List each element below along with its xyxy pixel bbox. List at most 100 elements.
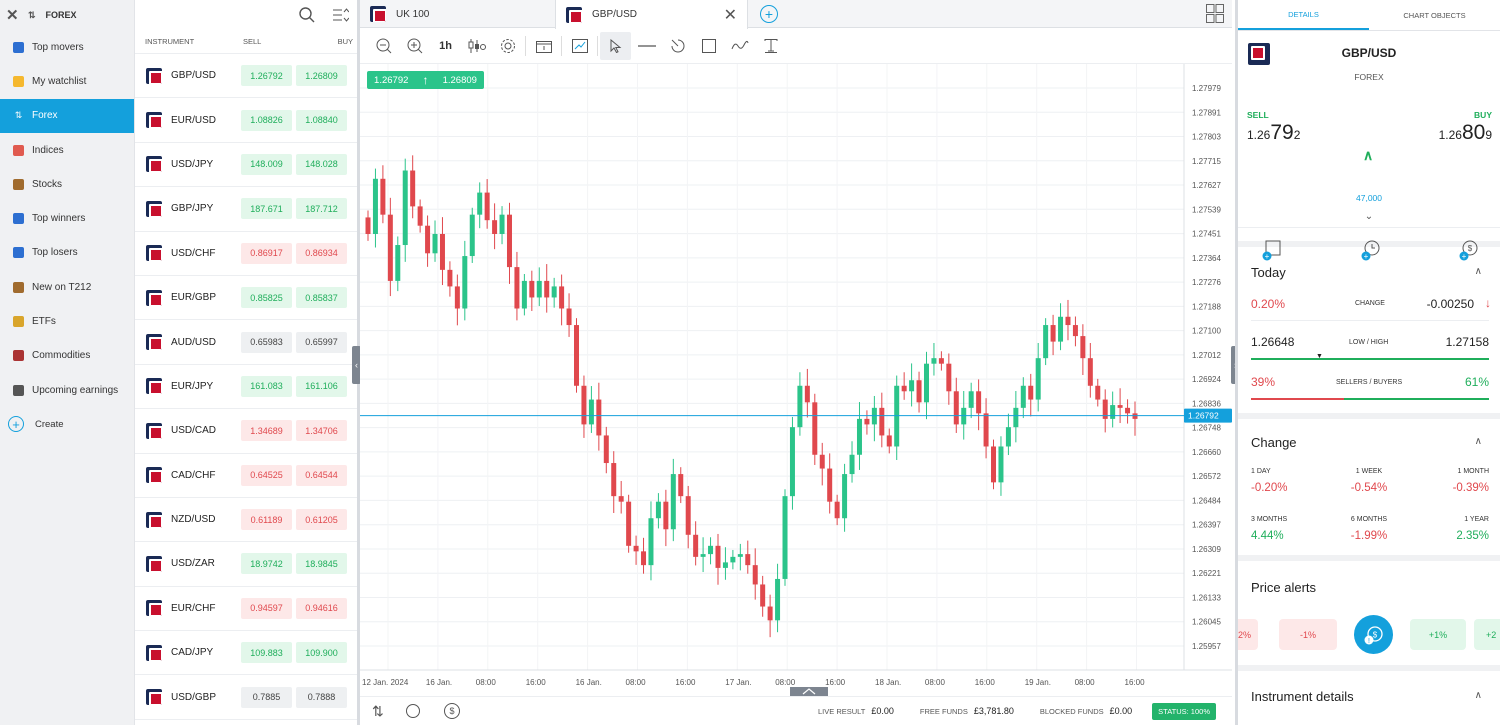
sell-price-button[interactable]: 161.083 [241,375,292,397]
close-tab-icon[interactable]: ✕ [723,7,737,24]
price-chart[interactable]: 1.27979 1.27891 1.27803 1.27715 1.27627 1.275… [360,64,1232,696]
table-row[interactable]: NZD/USD 0.61189 0.61205 [135,498,357,543]
tab-uk100[interactable]: UK 100 [360,0,555,28]
sell-price-button[interactable]: 109.883 [241,642,292,664]
sell-price-button[interactable]: 0.86917 [241,242,292,264]
sidebar-item-indices[interactable]: Indices [0,133,134,167]
new-order-icon[interactable]: + [1261,239,1283,261]
buy-price-button[interactable]: 0.61205 [296,509,347,531]
sidebar-item-forex[interactable]: ⇅ Forex [0,98,134,133]
template-icon[interactable] [528,32,559,60]
table-row[interactable]: CAD/CHF 0.64525 0.64544 [135,454,357,498]
candle-type-icon[interactable] [461,32,492,60]
sell-price-button[interactable]: 187.671 [241,198,292,220]
table-row[interactable]: USD/ZAR 18.9742 18.9845 [135,542,357,587]
table-row[interactable]: USD/GBP 0.7885 0.7888 [135,675,357,720]
table-row[interactable]: USD/CHF 0.86917 0.86934 [135,232,357,276]
buy-price-button[interactable]: 0.65997 [296,331,347,353]
sidebar-item-etfs[interactable]: ETFs [0,304,134,338]
filter-icon[interactable] [333,8,349,22]
volume-value[interactable]: 47,000 [1356,193,1382,203]
new-alert-icon[interactable]: $+ [1458,239,1480,261]
table-row[interactable]: EUR/USD 1.08826 1.08840 [135,98,357,143]
settings-icon[interactable] [492,32,523,60]
search-icon[interactable] [299,7,315,23]
add-price-alert-button[interactable]: $! [1354,615,1393,654]
table-row[interactable]: CAD/JPY 109.883 109.900 [135,631,357,676]
collapse-change-icon[interactable]: ∧ [1474,436,1482,447]
sidebar-item-my-watchlist[interactable]: My watchlist [0,64,134,98]
sell-price-button[interactable]: 148.009 [241,153,292,175]
buy-price-button[interactable]: 0.86934 [296,242,347,264]
collapse-details-icon[interactable]: ∧ [1474,690,1482,701]
fib-tool-icon[interactable] [662,32,693,60]
buy-price-button[interactable]: 1.34706 [296,420,347,442]
buy-price-button[interactable]: 0.64544 [296,464,347,486]
buy-price-button[interactable]: 1.08840 [296,109,347,131]
sidebar-item-new-on-t212[interactable]: New on T212 [0,270,134,304]
rectangle-tool-icon[interactable] [693,32,724,60]
buy-price-button[interactable]: 0.7888 [296,686,347,708]
table-row[interactable]: EUR/GBP 0.85825 0.85837 [135,276,357,321]
clock-icon[interactable] [406,704,420,718]
sell-price-button[interactable]: 0.94597 [241,597,292,619]
zoom-in-icon[interactable] [399,32,430,60]
buy-price-button[interactable]: 161.106 [296,375,347,397]
status-badge[interactable]: STATUS: 100% [1152,702,1216,720]
alert-btn-plus1[interactable]: +1% [1410,619,1466,650]
chevron-down-icon[interactable]: ⌄ [1364,211,1374,222]
table-row[interactable]: EUR/JPY 161.083 161.106 [135,365,357,410]
buy-price[interactable]: 1.26809 [1439,121,1492,145]
indicator-icon[interactable] [564,32,595,60]
buy-price-button[interactable]: 109.900 [296,642,347,664]
table-row[interactable]: GBP/JPY 187.671 187.712 [135,187,357,232]
table-row[interactable]: EUR/CHF 0.94597 0.94616 [135,587,357,632]
pane-resize-handle[interactable] [790,687,828,696]
cursor-icon[interactable] [600,31,631,60]
create-button[interactable]: + Create [0,407,134,441]
sell-price-button[interactable]: 1.34689 [241,420,292,442]
dollar-alert-icon[interactable]: $ [444,703,460,719]
sell-price-button[interactable]: 0.7885 [241,686,292,708]
sell-price-button[interactable]: 0.65983 [241,331,292,353]
sidebar-item-commodities[interactable]: Commodities [0,339,134,373]
sidebar-item-top-winners[interactable]: Top winners [0,201,134,235]
sidebar-item-stocks[interactable]: Stocks [0,167,134,201]
collapse-left-icon[interactable]: ‹ [352,346,361,384]
tab-details[interactable]: DETAILS [1238,0,1369,30]
alert-btn-plus2[interactable]: +2 [1474,619,1500,650]
tab-chart-objects[interactable]: CHART OBJECTS [1403,10,1466,20]
buy-price-button[interactable]: 0.94616 [296,597,347,619]
sell-price-button[interactable]: 18.9742 [241,553,292,575]
wave-tool-icon[interactable] [724,32,755,60]
layout-icon[interactable] [1206,4,1224,23]
pending-order-icon[interactable]: + [1360,239,1382,261]
sell-price-button[interactable]: 0.64525 [241,464,292,486]
sell-price-button[interactable]: 0.85825 [241,287,292,309]
close-icon[interactable]: ✕ [6,7,19,24]
buy-price-button[interactable]: 187.712 [296,198,347,220]
text-tool-icon[interactable] [755,32,786,60]
buy-price-button[interactable]: 148.028 [296,153,347,175]
sell-price-button[interactable]: 1.08826 [241,109,292,131]
sell-price-button[interactable]: 1.26792 [241,65,292,87]
buy-price-button[interactable]: 18.9845 [296,553,347,575]
alert-btn-minus2[interactable]: 2% [1238,619,1258,650]
table-row[interactable]: GBP/USD 1.26792 1.26809 [135,54,357,99]
sidebar-item-upcoming-earnings[interactable]: Upcoming earnings [0,373,134,407]
add-tab-button[interactable]: + [760,5,778,23]
tab-gbpusd[interactable]: GBP/USD ✕ [555,0,748,29]
line-tool-icon[interactable] [631,32,662,60]
sidebar-item-top-movers[interactable]: Top movers [0,30,134,64]
sort-icon[interactable]: ⇅ [372,702,384,719]
sidebar-item-top-losers[interactable]: Top losers [0,236,134,270]
collapse-today-icon[interactable]: ∧ [1474,266,1482,277]
buy-price-button[interactable]: 1.26809 [296,65,347,87]
table-row[interactable]: USD/JPY 148.009 148.028 [135,143,357,188]
timeframe-button[interactable]: 1h [439,39,452,52]
table-row[interactable]: AUD/USD 0.65983 0.65997 [135,320,357,365]
zoom-out-icon[interactable] [368,32,399,60]
alert-btn-minus1[interactable]: -1% [1279,619,1337,650]
sell-price[interactable]: 1.26792 [1247,121,1300,145]
buy-price-button[interactable]: 0.85837 [296,287,347,309]
